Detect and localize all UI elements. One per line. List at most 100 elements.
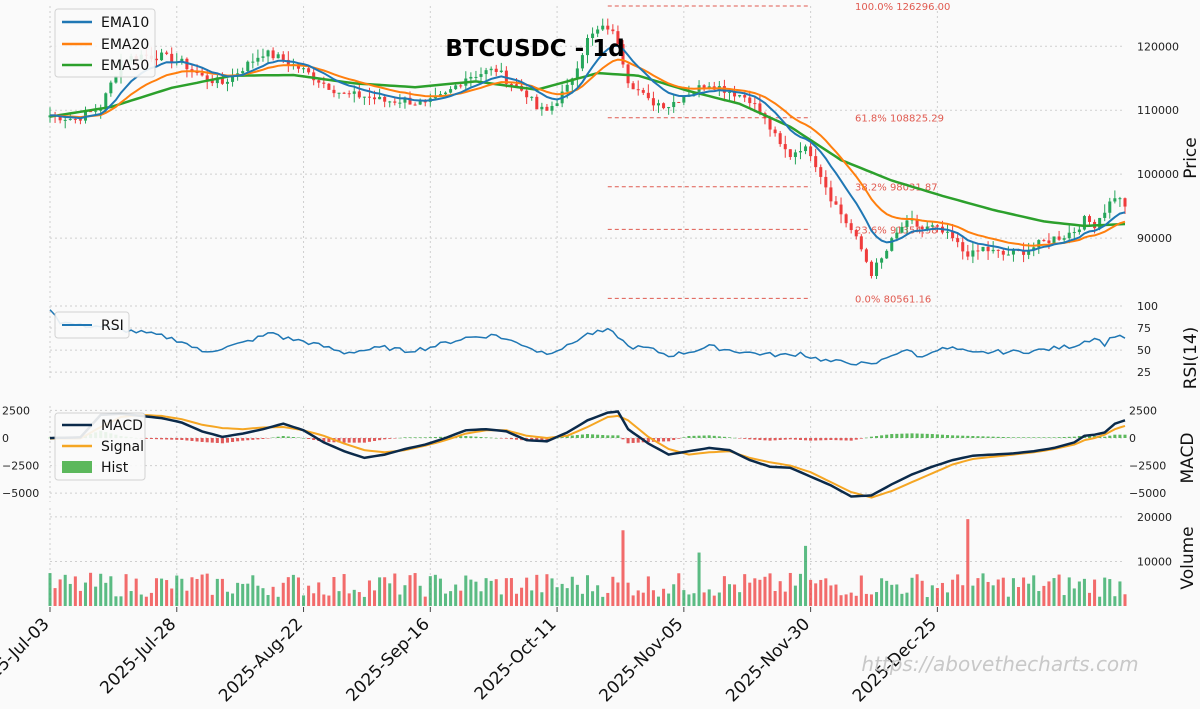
volume-bar (788, 572, 792, 606)
candle-body (1042, 240, 1046, 242)
macd-hist-bar (1113, 434, 1117, 438)
macd-hist-bar (692, 435, 696, 438)
candle-body (423, 101, 427, 103)
macd-hist-bar (388, 438, 392, 439)
candle-body (484, 70, 488, 75)
macd-hist-bar (195, 438, 199, 442)
macd-hist-bar (940, 434, 944, 438)
volume-bar (215, 578, 219, 606)
volume-bar (829, 585, 833, 606)
macd-hist-bar (814, 438, 818, 441)
volume-bar (991, 585, 995, 606)
macd-line (49, 410, 1126, 498)
candle-body (494, 68, 498, 72)
macd-hist-bar (880, 435, 884, 438)
candle-body (246, 61, 250, 72)
candle-body (996, 249, 1000, 251)
macd-hist-bar (606, 435, 610, 438)
macd-hist-bar (428, 437, 432, 438)
price-ytick-label: 100000 (1137, 168, 1179, 181)
macd-hist-bar (1087, 435, 1092, 438)
rsi-ytick-label: 75 (1137, 322, 1151, 335)
macd-hist-bar (682, 437, 686, 438)
volume-bar (83, 582, 88, 606)
candle-body (1067, 232, 1071, 239)
macd-hist-bar (170, 438, 174, 440)
volume-bar (484, 578, 488, 606)
candle-body (180, 58, 184, 62)
macd-hist-bar (302, 438, 306, 439)
candle-body (616, 31, 620, 45)
macd-hist-bar (459, 436, 463, 438)
candle-body (251, 61, 255, 63)
x-tick-label: 2025-Jul-03 (0, 614, 54, 698)
macd-hist-bar (575, 435, 579, 438)
candle-body (1072, 232, 1076, 234)
macd-hist-bar (1077, 436, 1081, 438)
candle-body (205, 75, 209, 81)
volume-bar (296, 577, 300, 606)
macd-panel: −5000 −2500 0 2500 −5000 −2500 0 2500 (2, 404, 1166, 502)
macd-hist-bar (231, 438, 235, 442)
volume-bar (281, 582, 285, 606)
macd-hist-bar (1017, 437, 1021, 438)
macd-hist-bar (763, 438, 767, 441)
macd-hist-bar (286, 436, 290, 438)
macd-hist-bar (971, 436, 975, 438)
volume-bar (697, 552, 701, 606)
candle-body (1123, 198, 1127, 207)
macd-hist-bar (383, 438, 387, 440)
macd-hist-bar (1011, 437, 1015, 438)
volume-bar (454, 584, 458, 606)
volume-bar (854, 595, 858, 606)
macd-hist-bar (1027, 437, 1031, 438)
candle-body (342, 92, 346, 94)
macd-hist-bar (712, 435, 716, 438)
macd-hist-bar (986, 436, 990, 438)
volume-bar (322, 594, 326, 606)
macd-hist-bar (951, 435, 955, 438)
macd-hist-bar (748, 438, 752, 440)
macd-hist-bar (915, 433, 919, 438)
volume-bar (545, 574, 549, 606)
candle-body (296, 64, 300, 69)
legend-hist: Hist (101, 460, 129, 476)
macd-hist-bar (768, 438, 772, 441)
macd-hist-bar (1022, 437, 1026, 438)
volume-bar (418, 585, 422, 606)
volume-bar (1032, 575, 1036, 606)
volume-bar (367, 580, 371, 606)
candle-body (580, 55, 584, 69)
candle-body (783, 144, 787, 150)
macd-hist-bar (849, 438, 853, 441)
candle-body (1103, 212, 1107, 218)
candle-body (170, 53, 174, 64)
candle-body (1082, 216, 1086, 230)
candle-body (1037, 240, 1041, 248)
candle-body (474, 76, 478, 78)
macd-hist-bar (824, 438, 828, 441)
macd-hist-bar (236, 438, 240, 442)
volume-bar (357, 592, 361, 606)
macd-hist-bar (1062, 437, 1066, 438)
volume-bar (291, 574, 295, 606)
candle-body (606, 25, 610, 30)
volume-bar (185, 590, 189, 606)
candle-body (819, 167, 823, 177)
macd-hist-bar (773, 438, 777, 441)
candle-body (63, 119, 67, 121)
volume-bar (63, 574, 67, 606)
volume-bar (362, 596, 366, 606)
macd-hist-bar (829, 438, 833, 440)
macd-ytick-label: 2500 (1129, 404, 1157, 417)
macd-hist-bar (717, 436, 721, 438)
volume-bar (134, 578, 138, 606)
macd-hist-bar (1032, 437, 1036, 438)
volume-bar (352, 589, 356, 606)
macd-hist-bar (433, 437, 437, 438)
candle-body (869, 261, 873, 276)
volume-bar (885, 580, 889, 606)
price-axis-label: Price (1181, 137, 1200, 178)
volume-bar (129, 591, 133, 606)
macd-left-ytick-label: 0 (2, 432, 9, 445)
